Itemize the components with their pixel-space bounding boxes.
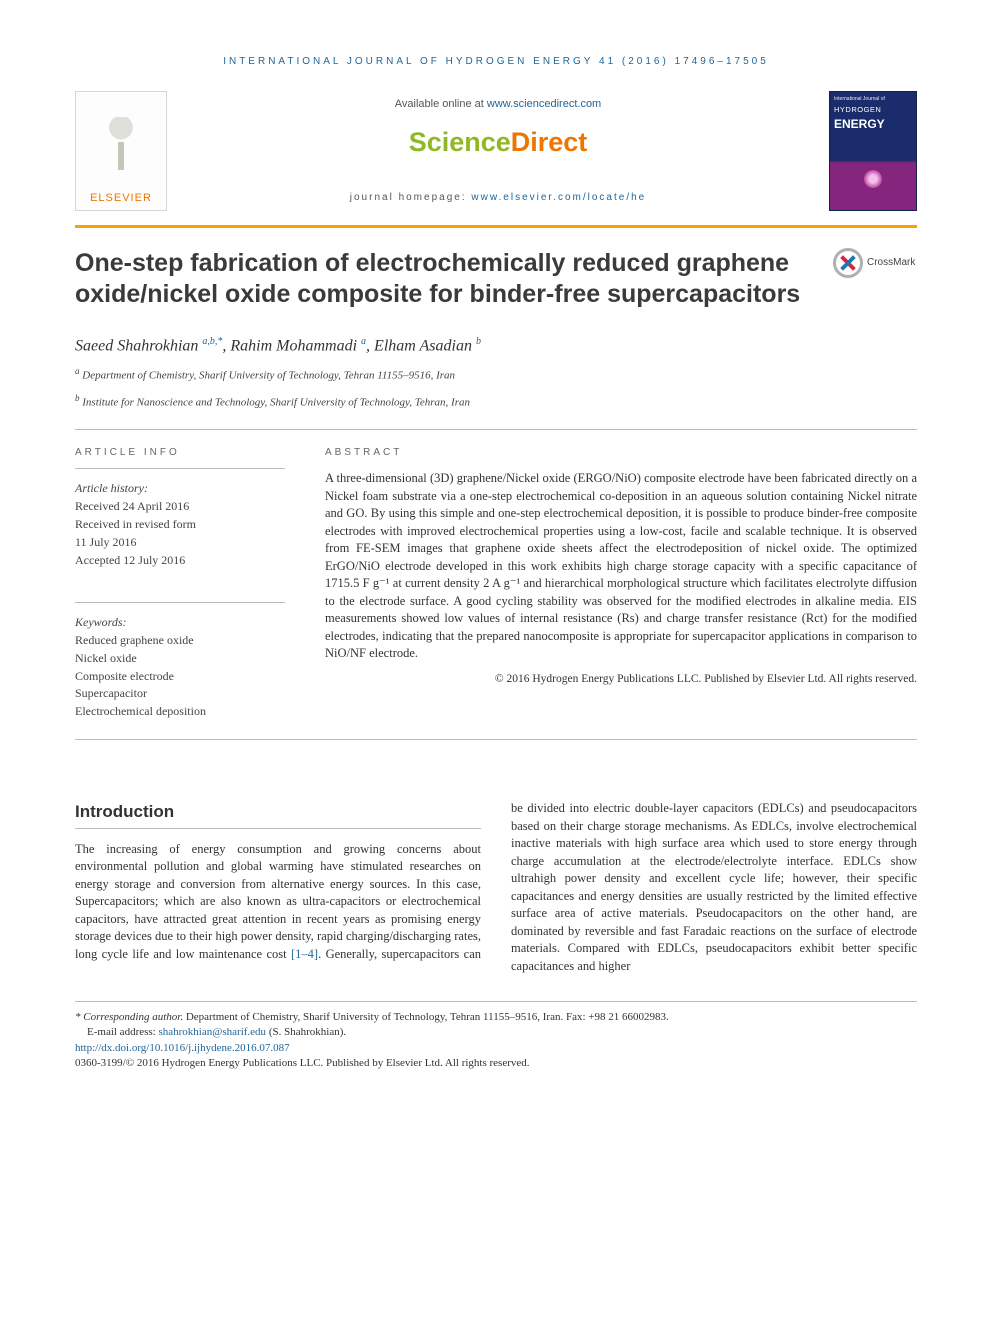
running-head: INTERNATIONAL JOURNAL OF HYDROGEN ENERGY… <box>75 55 917 69</box>
keyword-1: Reduced graphene oxide <box>75 632 285 649</box>
elsevier-wordmark: ELSEVIER <box>90 191 152 206</box>
sciencedirect-logo: ScienceDirect <box>409 124 588 162</box>
abstract-copyright: © 2016 Hydrogen Energy Publications LLC.… <box>325 671 917 687</box>
available-prefix: Available online at <box>395 98 487 110</box>
intro-left-text: The increasing of energy consumption and… <box>75 842 481 961</box>
keywords-label: Keywords: <box>75 614 285 631</box>
author-3-aff: b <box>476 336 481 347</box>
email-tail: (S. Shahrokhian). <box>266 1026 346 1038</box>
cover-title1: HYDROGEN <box>830 103 916 116</box>
keyword-3: Composite electrode <box>75 668 285 685</box>
accent-rule <box>75 225 917 228</box>
history-label: Article history: <box>75 480 285 497</box>
doi-link[interactable]: http://dx.doi.org/10.1016/j.ijhydene.201… <box>75 1042 290 1054</box>
history-revised-date: 11 July 2016 <box>75 534 285 551</box>
keywords-block: Keywords: Reduced graphene oxide Nickel … <box>75 602 285 720</box>
sciencedirect-link[interactable]: www.sciencedirect.com <box>487 98 601 110</box>
introduction-heading: Introduction <box>75 800 481 829</box>
history-received: Received 24 April 2016 <box>75 498 285 515</box>
abstract-head: ABSTRACT <box>325 446 917 460</box>
corr-text: Department of Chemistry, Sharif Universi… <box>183 1011 669 1023</box>
cover-graphic-icon <box>864 170 882 188</box>
intro-right-text: divided into electric double-layer capac… <box>511 801 917 973</box>
history-block: Article history: Received 24 April 2016 … <box>75 468 285 568</box>
citation-link[interactable]: [1–4] <box>291 947 318 961</box>
footnotes: * Corresponding author. Department of Ch… <box>75 1001 917 1072</box>
affiliation-b-text: Institute for Nanoscience and Technology… <box>82 397 470 409</box>
author-1-aff: a,b, <box>202 336 217 347</box>
author-list: Saeed Shahrokhian a,b,*, Rahim Mohammadi… <box>75 335 917 358</box>
issn-line: 0360-3199/© 2016 Hydrogen Energy Publica… <box>75 1056 917 1071</box>
article-title: One-step fabrication of electrochemicall… <box>75 248 817 311</box>
cover-title2: ENERGY <box>830 116 916 133</box>
email-label: E-mail address: <box>87 1026 158 1038</box>
divider <box>75 429 917 430</box>
affiliation-b: b Institute for Nanoscience and Technolo… <box>75 392 917 411</box>
elsevier-tree-icon <box>95 117 147 187</box>
author-3: Elham Asadian <box>374 337 472 354</box>
cover-supertitle: International Journal of <box>830 92 916 103</box>
keyword-4: Supercapacitor <box>75 685 285 702</box>
corresponding-author: * Corresponding author. Department of Ch… <box>75 1010 917 1025</box>
corr-label: * Corresponding author. <box>75 1011 183 1023</box>
article-info-head: ARTICLE INFO <box>75 446 285 460</box>
keyword-5: Electrochemical deposition <box>75 703 285 720</box>
affiliation-a-text: Department of Chemistry, Sharif Universi… <box>82 370 455 382</box>
keyword-2: Nickel oxide <box>75 650 285 667</box>
author-1: Saeed Shahrokhian <box>75 337 198 354</box>
sd-word2: Direct <box>511 127 588 157</box>
body-text: Introduction The increasing of energy co… <box>75 800 917 975</box>
available-online: Available online at www.sciencedirect.co… <box>395 97 601 112</box>
article-info-column: ARTICLE INFO Article history: Received 2… <box>75 446 285 721</box>
author-2: Rahim Mohammadi <box>230 337 357 354</box>
email-link[interactable]: shahrokhian@sharif.edu <box>158 1026 266 1038</box>
author-2-aff: a <box>361 336 366 347</box>
history-revised-label: Received in revised form <box>75 516 285 533</box>
homepage-link[interactable]: www.elsevier.com/locate/he <box>471 192 646 203</box>
elsevier-logo: ELSEVIER <box>75 91 167 211</box>
affiliation-a: a Department of Chemistry, Sharif Univer… <box>75 365 917 384</box>
sd-word1: Science <box>409 127 511 157</box>
abstract-column: ABSTRACT A three-dimensional (3D) graphe… <box>325 446 917 721</box>
email-line: E-mail address: shahrokhian@sharif.edu (… <box>75 1025 917 1040</box>
masthead: ELSEVIER Available online at www.science… <box>75 91 917 211</box>
journal-cover: International Journal of HYDROGEN ENERGY <box>829 91 917 211</box>
abstract-text: A three-dimensional (3D) graphene/Nickel… <box>325 470 917 663</box>
crossmark-label: CrossMark <box>867 256 915 270</box>
author-1-corr: * <box>217 336 222 347</box>
divider-2 <box>75 739 917 740</box>
journal-homepage: journal homepage: www.elsevier.com/locat… <box>350 191 646 205</box>
center-meta: Available online at www.sciencedirect.co… <box>181 91 815 211</box>
homepage-prefix: journal homepage: <box>350 192 472 203</box>
crossmark-badge[interactable]: CrossMark <box>833 248 917 278</box>
crossmark-icon <box>833 248 863 278</box>
history-accepted: Accepted 12 July 2016 <box>75 552 285 569</box>
